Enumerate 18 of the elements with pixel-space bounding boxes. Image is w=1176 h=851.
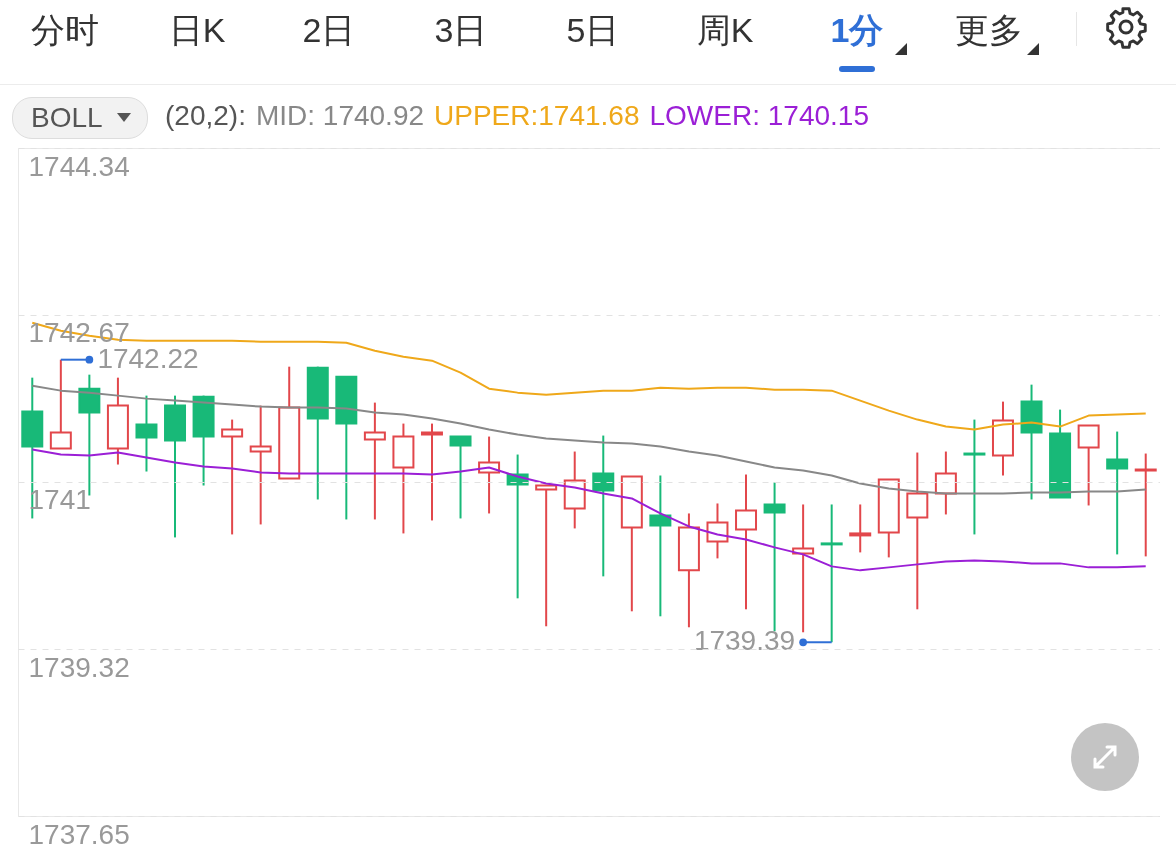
annotation: 1742.22 — [97, 342, 199, 374]
text: LOWER: 1740.15 — [649, 100, 869, 131]
text: BOLL — [31, 101, 103, 135]
y-tick-label: 1737.65 — [28, 818, 130, 850]
text: 1分 — [830, 10, 884, 51]
y-tick-label: 1744.34 — [28, 150, 130, 182]
y-tick-label: 1739.32 — [28, 651, 130, 683]
text: MID: 1740.92 — [255, 100, 425, 131]
text: 5日 — [566, 10, 620, 51]
annotation: 1739.39 — [693, 625, 796, 657]
text: 日K — [168, 10, 226, 51]
text: 更多 — [955, 10, 1023, 51]
text: 2日 — [302, 10, 356, 51]
text: 分时 — [31, 10, 99, 51]
text: 3日 — [434, 10, 488, 51]
text: 周K — [696, 10, 754, 51]
legend-title: (20,2): — [165, 100, 246, 131]
text: UPPER:1741.68 — [434, 100, 640, 131]
